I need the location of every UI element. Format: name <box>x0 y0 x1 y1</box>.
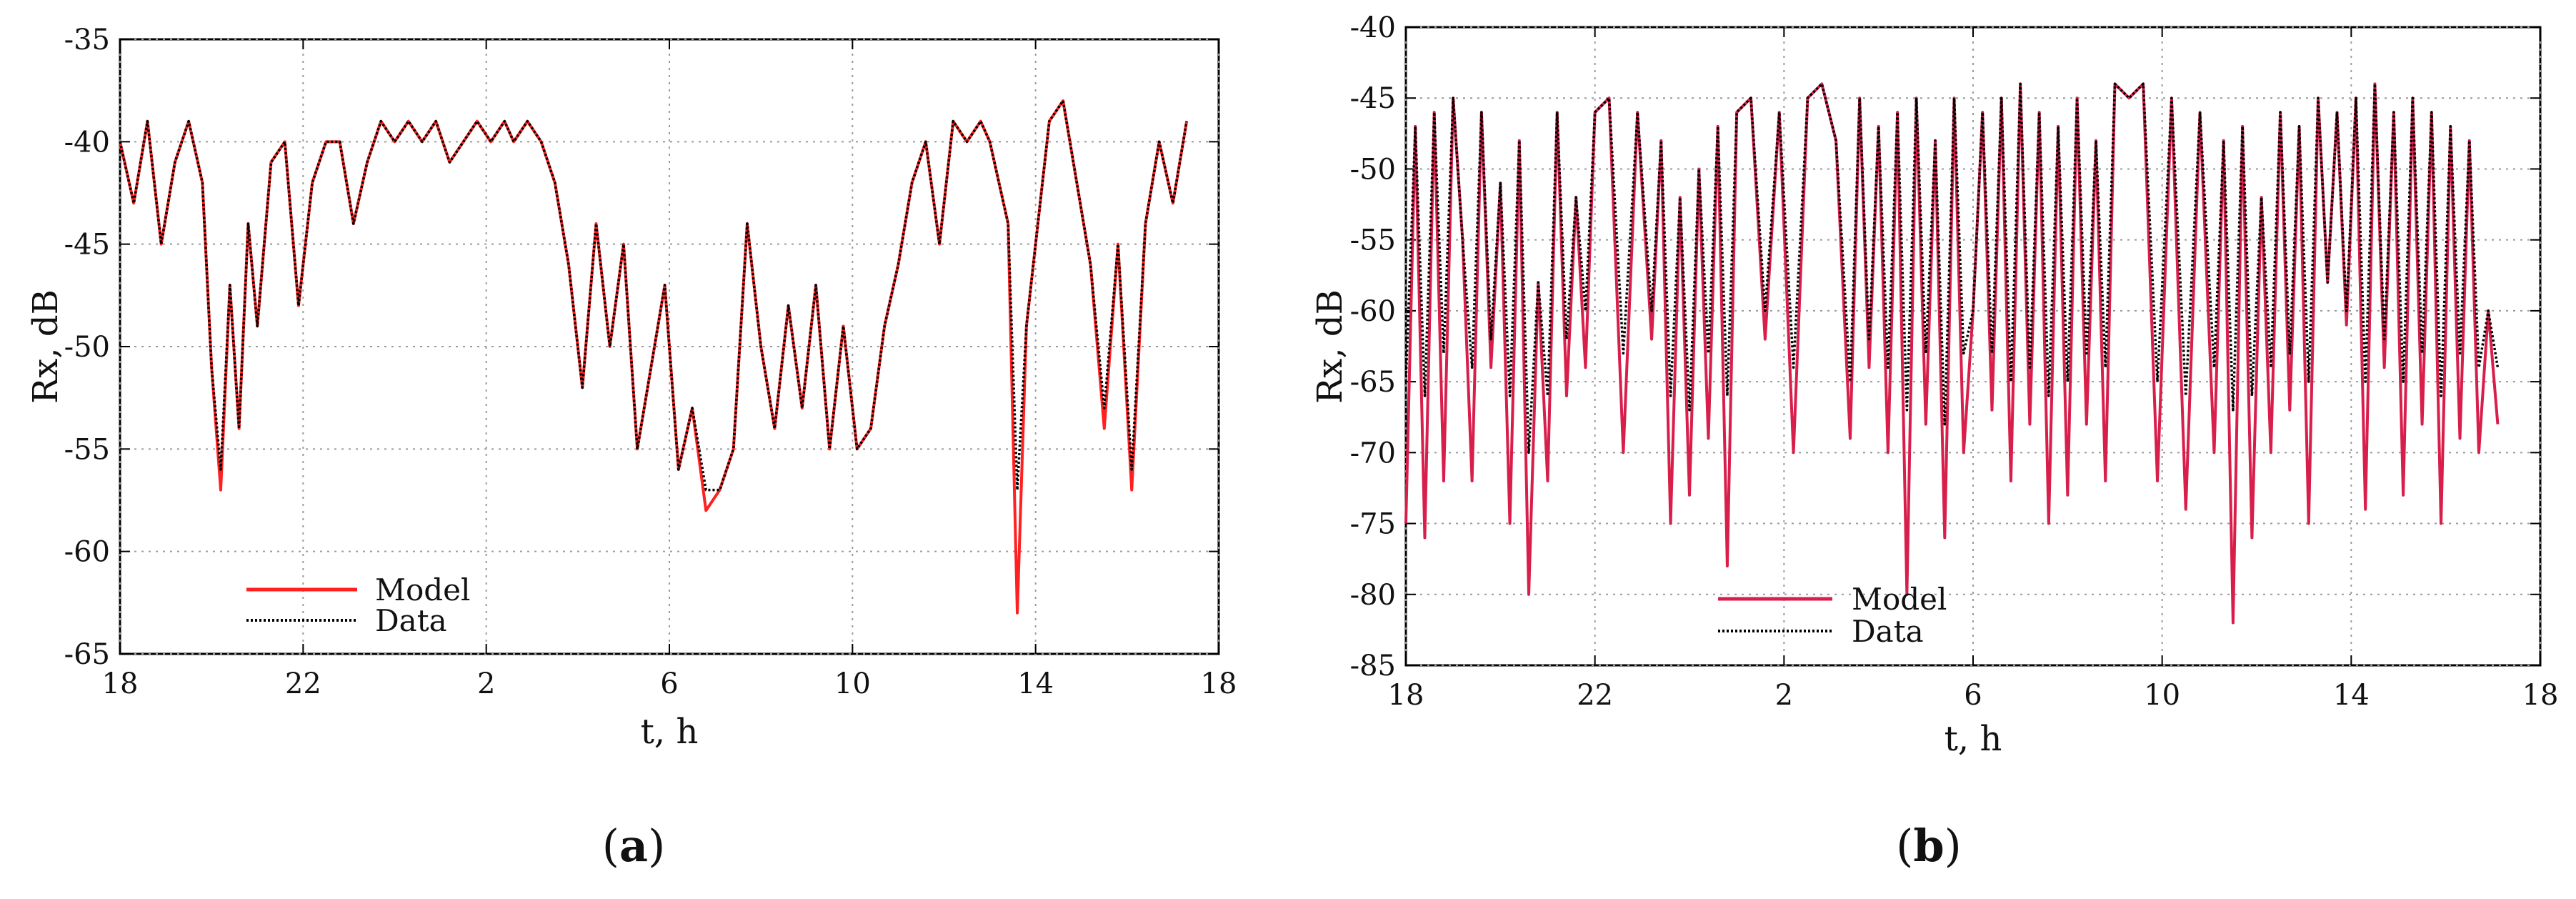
y-tick-label: -60 <box>64 536 110 569</box>
series-lines-a <box>119 99 1189 615</box>
chart-panel-a: -35-40-45-50-55-60-65 18 22 2 6 10 14 18 t, h … <box>26 24 1237 872</box>
x-tick-label: 22 <box>285 667 321 700</box>
legend-label-data-a: Data <box>375 603 447 638</box>
x-axis-ticks-a: 18 22 2 6 10 14 18 <box>102 39 1237 700</box>
y-tick-label: -80 <box>1350 579 1396 612</box>
x-tick-label: 14 <box>2333 679 2370 712</box>
y-axis-label-a: Rx, dB <box>26 289 66 404</box>
legend-label-model-b: Model <box>1852 582 1947 617</box>
y-axis-ticks-b: -40 -45 -50 -55 -60 -65 -70 -75 -80 -85 <box>1350 11 2540 682</box>
x-tick-label: 6 <box>1964 679 1982 712</box>
series-lines-b <box>1404 82 2500 625</box>
y-tick-label: -55 <box>64 433 110 466</box>
series-line-model <box>119 99 1189 615</box>
y-tick-label: -40 <box>1350 11 1396 44</box>
x-axis-label-a: t, h <box>641 712 699 752</box>
y-tick-label: -40 <box>64 126 110 159</box>
legend-a: Model Data <box>246 572 470 638</box>
x-tick-label: 18 <box>2522 679 2559 712</box>
x-tick-label: 2 <box>477 667 495 700</box>
x-tick-label: 18 <box>102 667 139 700</box>
y-tick-label: -55 <box>1350 224 1396 257</box>
x-tick-label: 18 <box>1201 667 1237 700</box>
y-tick-label: -45 <box>1350 82 1396 115</box>
series-line-data <box>1404 82 2500 455</box>
y-tick-label: -50 <box>64 331 110 364</box>
caption-a: (a) <box>602 820 666 872</box>
legend-label-data-b: Data <box>1852 614 1924 649</box>
y-tick-label: -45 <box>64 229 110 262</box>
x-axis-ticks-b: 18 22 2 6 10 14 18 <box>1388 27 2559 712</box>
y-tick-label: -75 <box>1350 508 1396 541</box>
legend-label-model-a: Model <box>375 572 470 607</box>
x-tick-label: 10 <box>834 667 871 700</box>
y-tick-label: -65 <box>64 638 110 671</box>
caption-letter-b: b <box>1913 820 1944 872</box>
chart-panel-b: -40-45-50-55-60-65-70-75-80-85 18 22 2 6 10 1… <box>1310 11 2558 872</box>
y-tick-label: -35 <box>64 24 110 56</box>
series-line-data <box>119 99 1188 492</box>
x-tick-label: 18 <box>1388 679 1424 712</box>
x-tick-label: 2 <box>1775 679 1793 712</box>
x-tick-label: 14 <box>1017 667 1054 700</box>
y-tick-label: -65 <box>1350 366 1396 399</box>
legend-b: Model Data <box>1718 582 1947 649</box>
caption-b: (b) <box>1896 820 1962 872</box>
caption-letter-a: a <box>619 820 648 872</box>
y-axis-ticks-a: -35 -40 -45 -50 -55 -60 -65 <box>64 24 1219 671</box>
y-tick-label: -85 <box>1350 650 1396 682</box>
y-tick-label: -70 <box>1350 437 1396 470</box>
x-tick-label: 6 <box>660 667 678 700</box>
y-tick-label: -50 <box>1350 153 1396 186</box>
y-axis-label-b: Rx, dB <box>1310 289 1350 404</box>
x-tick-label: 10 <box>2144 679 2180 712</box>
y-tick-label: -60 <box>1350 295 1396 328</box>
x-tick-label: 22 <box>1577 679 1613 712</box>
x-axis-label-b: t, h <box>1945 719 2002 759</box>
